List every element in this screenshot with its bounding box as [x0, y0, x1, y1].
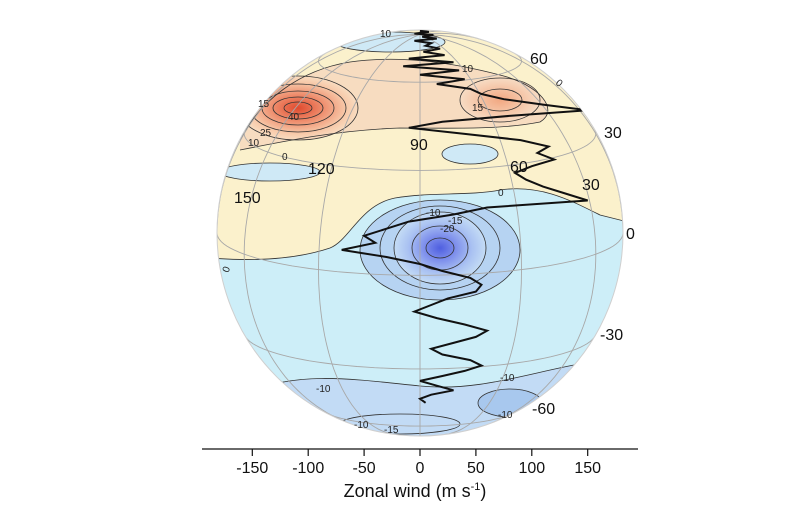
contour-label: -15: [384, 425, 399, 436]
x-tick-label: 150: [574, 460, 601, 477]
x-tick-label: -150: [236, 460, 268, 477]
latitude-label-minus60: -60: [532, 401, 555, 418]
latitude-label-0: 0: [626, 226, 635, 243]
x-tick-label: -100: [292, 460, 324, 477]
contour-labels: 10 10 15 15 25 40 10 0 0 -10 -15 -20 0 -…: [221, 29, 565, 436]
blue-vortex-core: [394, 212, 486, 284]
contour-label: 0: [498, 188, 504, 199]
zonal-wind-profile: [341, 30, 588, 404]
longitude-line: [243, 34, 421, 424]
zonal-wind-profile-line: [341, 30, 588, 404]
contour-label: 15: [472, 103, 484, 114]
contour-label: 15: [258, 99, 270, 110]
contour-label: 0: [221, 265, 233, 274]
longitude-line: [419, 34, 522, 435]
red-jet-core: [238, 76, 358, 140]
contour-label: -10: [498, 410, 513, 421]
x-tick-label: 50: [467, 460, 485, 477]
contour-label: -20: [440, 224, 455, 235]
longitude-line: [318, 34, 421, 435]
graticule-labels: 60 30 0 -30 -60 90 60 30 120 150: [234, 51, 635, 418]
contour-label: 10: [248, 138, 260, 149]
longitude-label-30: 30: [582, 177, 600, 194]
contour-label: -10: [500, 373, 515, 384]
x-tick-label: 0: [416, 460, 425, 477]
x-axis-title-superscript: -1: [471, 481, 481, 493]
longitude-line: [419, 34, 597, 424]
latitude-label-30: 30: [604, 125, 622, 142]
contour-label: -10: [316, 384, 331, 395]
x-axis-title: Zonal wind (m s-1): [344, 481, 487, 501]
contour-label: 0: [553, 78, 565, 90]
x-axis-title-close: ): [480, 481, 486, 501]
x-axis-ticks: -150 -100 -50 0 50 100 150: [236, 449, 601, 477]
contour-label: -10: [426, 208, 441, 219]
x-axis: -150 -100 -50 0 50 100 150 Zonal wind (m s-1): [202, 448, 638, 501]
longitude-label-60: 60: [510, 159, 528, 176]
x-tick-label: 100: [518, 460, 545, 477]
longitude-label-90: 90: [410, 137, 428, 154]
contour-label: 0: [282, 152, 288, 163]
contour-label: 10: [462, 64, 474, 75]
longitude-label-150: 150: [234, 190, 261, 207]
latitude-label-60: 60: [530, 51, 548, 68]
contour-label: -10: [354, 420, 369, 431]
pink-jet-core: [460, 78, 540, 122]
blue-patch-mid: [442, 144, 498, 164]
contour-label: 40: [288, 112, 300, 123]
globe-outline: [216, 29, 624, 437]
x-axis-title-text: Zonal wind (m s: [344, 481, 471, 501]
blue-patch-left: [220, 163, 320, 181]
latitude-label-minus30: -30: [600, 327, 623, 344]
contour-label: -15: [448, 216, 463, 227]
x-tick-label: -50: [353, 460, 376, 477]
contour-label: 25: [260, 128, 272, 139]
contour-label: 10: [380, 29, 392, 40]
longitude-label-120: 120: [308, 161, 335, 178]
